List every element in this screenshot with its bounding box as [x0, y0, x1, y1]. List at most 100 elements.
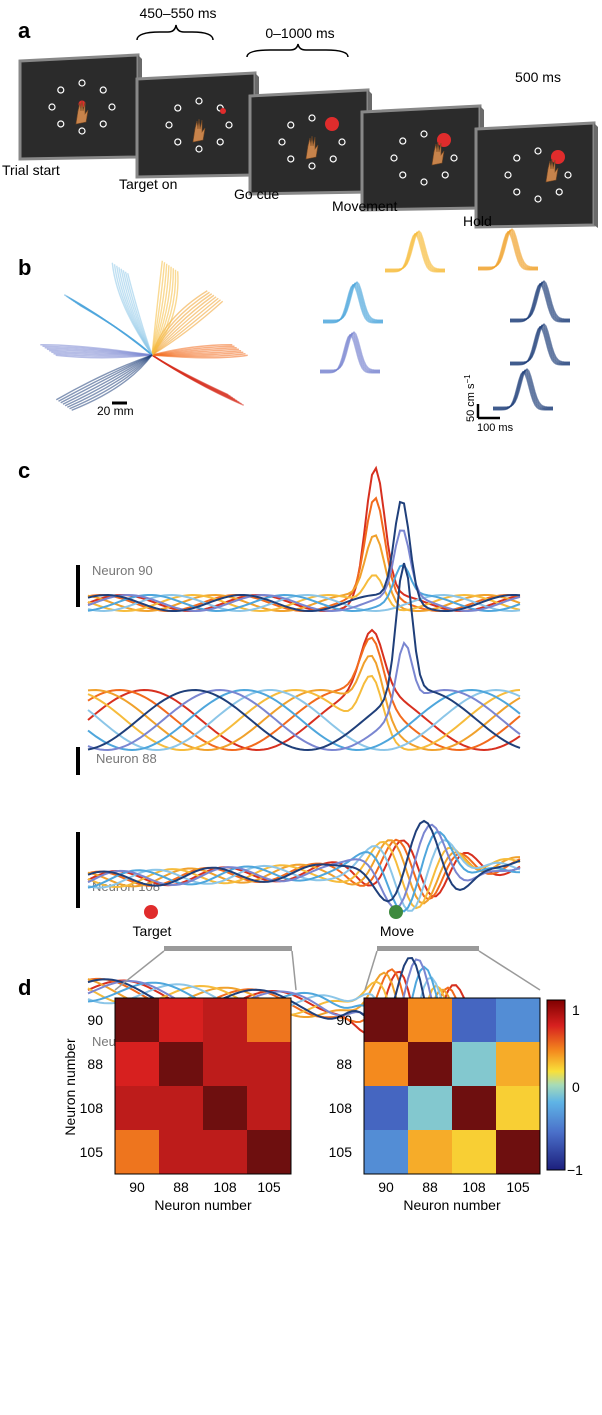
monitor-edge — [594, 123, 598, 228]
heatmap-cell — [452, 1086, 496, 1130]
speed-profile — [478, 228, 538, 268]
target-ring — [329, 155, 337, 163]
timing-label-1: 450–550 ms — [139, 5, 216, 21]
event-markers: Target Move — [133, 905, 414, 939]
colorbar-tick-min: −1 — [567, 1162, 583, 1178]
neuron-label: Neuron 88 — [96, 751, 157, 766]
heatmap-cell — [496, 1086, 540, 1130]
colorbar: 1 0 −1 — [546, 999, 583, 1178]
screen-3: Go cue — [234, 88, 372, 202]
colorbar-gradient — [546, 999, 566, 1171]
speed-scale-x-label: 100 ms — [477, 422, 514, 434]
trajectory — [151, 263, 168, 356]
target-ring — [195, 145, 203, 153]
heatmap-cell — [408, 1130, 452, 1174]
speed-profile — [323, 281, 383, 321]
panel-label-d: d — [18, 975, 31, 1000]
heatmap-row-label: 90 — [87, 1012, 103, 1028]
target-event-marker — [144, 905, 158, 919]
trajectory — [71, 354, 153, 411]
heatmap-cell — [364, 1130, 408, 1174]
hand-icon — [192, 118, 206, 143]
heatmap-cell — [203, 1042, 247, 1086]
target-ring — [216, 138, 224, 146]
trajectory — [151, 297, 219, 356]
monitor — [360, 104, 482, 212]
heatmap-cell — [496, 1130, 540, 1174]
heatmap-col-label: 90 — [129, 1179, 145, 1195]
neuron-trace — [87, 500, 521, 612]
colorbar-tick-zero: 0 — [572, 1079, 580, 1095]
heatmap-cell — [159, 1130, 203, 1174]
position-scale-label: 20 mm — [97, 404, 134, 418]
target-ring — [278, 138, 286, 146]
scale-bars-b: 20 mm 50 cm s−1 100 ms — [97, 374, 514, 434]
hand-icon — [75, 100, 89, 125]
timing-labels: 450–550 ms 0–1000 ms 500 ms — [136, 5, 561, 85]
trajectory — [67, 354, 153, 408]
neuron-trace — [87, 636, 521, 752]
screen-label: Go cue — [234, 186, 279, 202]
target-ring — [308, 162, 316, 170]
target-ring — [513, 154, 521, 162]
heatmap-cell — [159, 1086, 203, 1130]
heatmap-cell — [247, 1086, 291, 1130]
heatmap-cell — [115, 1130, 159, 1174]
heatmap-cell — [115, 1042, 159, 1086]
speed-profile — [362, 383, 422, 421]
target-ring — [555, 188, 563, 196]
target-ring — [534, 195, 542, 203]
heatmap-row-label: 108 — [80, 1100, 104, 1116]
target-ring — [174, 138, 182, 146]
colorbar-tick-max: 1 — [572, 1002, 580, 1018]
timing-label-2: 0–1000 ms — [265, 25, 334, 41]
neuron-trace — [87, 562, 521, 752]
trajectory — [151, 354, 231, 397]
target-ring — [287, 155, 295, 163]
correlation-matrices: 90 88 108 105 90 88 108 105 Neuron number 90 88 108… — [80, 997, 541, 1213]
speed-profile — [362, 382, 422, 420]
screen-label: Movement — [332, 198, 397, 214]
neuron-trace — [87, 465, 521, 613]
trajectory — [151, 354, 229, 396]
target-ring — [57, 120, 65, 128]
window-brackets — [114, 946, 541, 991]
heatmap-row-label: 88 — [336, 1056, 352, 1072]
heatmap-row-label: 105 — [80, 1144, 104, 1160]
target-ring — [450, 154, 458, 162]
timing-brace-1 — [136, 24, 214, 41]
task-schematic: Trial start Target on Go cue Movement Hold — [2, 53, 598, 229]
neuron-row-2: Neuron 88 — [76, 562, 521, 775]
heatmap-col-label: 88 — [422, 1179, 438, 1195]
move-window-bracket-left — [364, 950, 378, 991]
peripheral-target — [551, 150, 565, 164]
neuron-trace — [87, 823, 521, 910]
neuron-trace — [87, 654, 521, 752]
neuron-trace — [87, 688, 521, 752]
heatmap-cell — [115, 998, 159, 1042]
heatmap-cell — [203, 1086, 247, 1130]
neuron-trace — [87, 831, 521, 913]
heatmap-cell — [364, 1086, 408, 1130]
speed-profile — [510, 323, 570, 363]
heatmap-frame — [363, 997, 541, 1175]
target-ring — [399, 171, 407, 179]
heatmap-cell — [364, 998, 408, 1042]
heatmap-cell — [364, 1042, 408, 1086]
heatmap-cell — [203, 998, 247, 1042]
trajectory — [151, 354, 248, 359]
target-ring — [287, 121, 295, 129]
trajectory — [151, 271, 179, 356]
trajectory — [151, 266, 172, 356]
heatmap-cell — [452, 1130, 496, 1174]
heatmap-cell — [452, 998, 496, 1042]
speed-profile — [362, 382, 422, 420]
neuron-trace — [87, 640, 521, 752]
target-ring — [225, 121, 233, 129]
target-ring — [78, 127, 86, 135]
screen-5: Hold — [463, 121, 598, 229]
neuron-trace — [87, 840, 521, 910]
monitor — [474, 121, 596, 229]
